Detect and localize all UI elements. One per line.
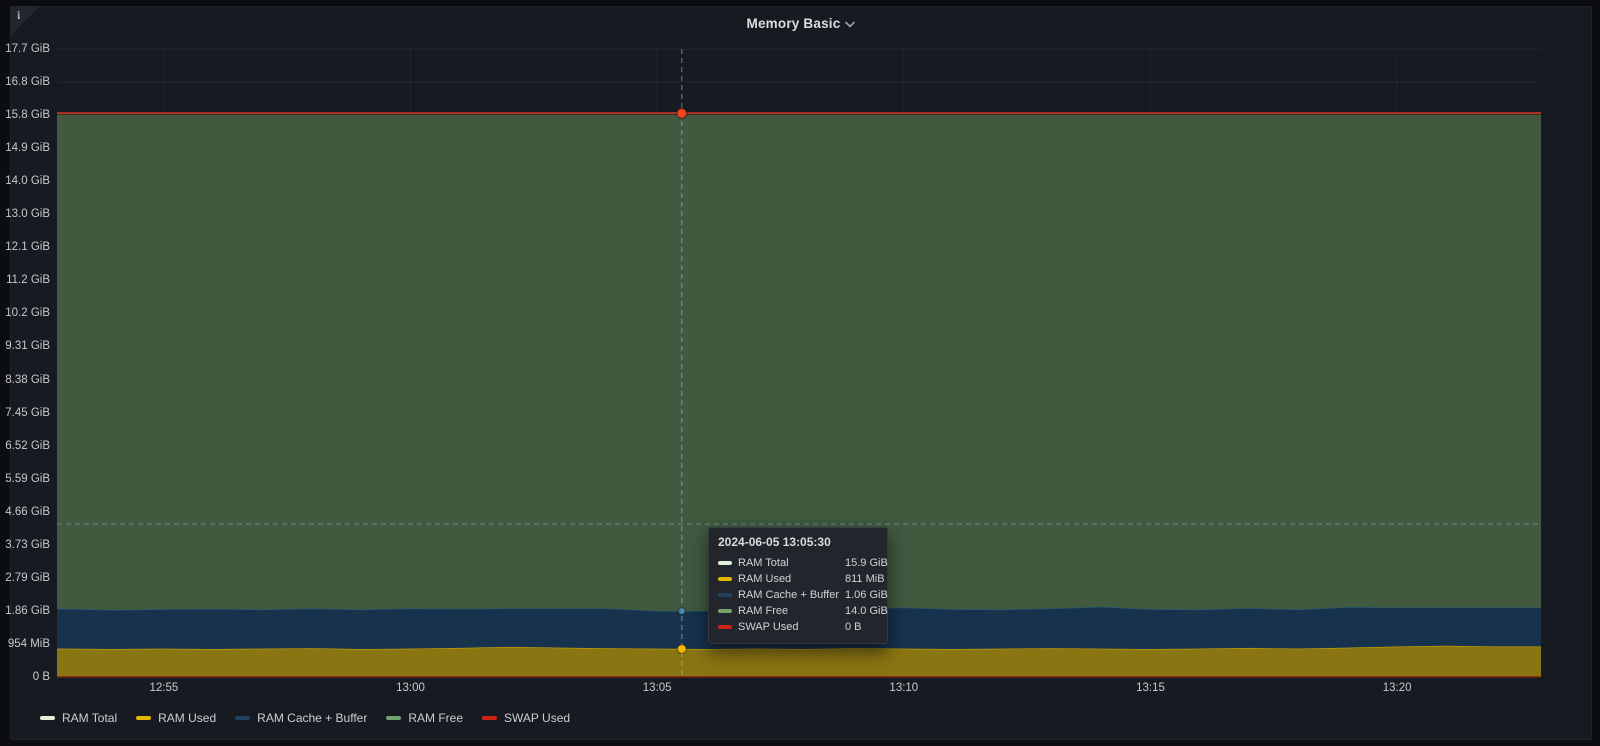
y-tick-label: 4.66 GiB (0, 505, 50, 519)
y-tick-label: 12.1 GiB (0, 240, 50, 254)
x-tick-label: 12:55 (149, 682, 178, 694)
y-tick-label: 16.8 GiB (0, 75, 50, 89)
legend: RAM Total RAM Used RAM Cache + Buffer RAM F… (40, 709, 570, 727)
y-tick-label: 14.0 GiB (0, 174, 50, 188)
tooltip-series-value: 14.0 GiB (845, 605, 888, 617)
y-tick-label: 5.59 GiB (0, 472, 50, 486)
tooltip-series-name: RAM Used (738, 573, 839, 585)
info-icon: i (17, 8, 20, 23)
tooltip-series-value: 1.06 GiB (845, 589, 888, 601)
y-tick-label: 1.86 GiB (0, 604, 50, 618)
tooltip-row: RAM Total15.9 GiB (718, 555, 878, 571)
x-tick-label: 13:15 (1136, 682, 1165, 694)
tooltip-row: RAM Cache + Buffer1.06 GiB (718, 587, 878, 603)
hover-dot-ram-cache-buffer (678, 608, 685, 615)
chevron-down-icon (845, 21, 855, 28)
panel-header[interactable]: Memory Basic (10, 6, 1592, 40)
hover-dot-ram-total (677, 108, 687, 118)
y-tick-label: 3.73 GiB (0, 538, 50, 552)
y-tick-label: 17.7 GiB (0, 42, 50, 56)
hover-dot-ram-used (677, 645, 686, 654)
series-color-swatch (718, 561, 732, 565)
series-area-ram-used (57, 646, 1541, 677)
tooltip-timestamp: 2024-06-05 13:05:30 (718, 535, 878, 549)
legend-item-swap-used[interactable]: SWAP Used (482, 711, 570, 725)
legend-item-label: RAM Free (408, 711, 463, 725)
tooltip-series-name: SWAP Used (738, 621, 839, 633)
tooltip-series-value: 15.9 GiB (845, 557, 888, 569)
legend-color-swatch (40, 716, 55, 720)
y-tick-label: 0 B (0, 670, 50, 684)
tooltip: 2024-06-05 13:05:30 RAM Total15.9 GiBRAM… (708, 527, 888, 644)
y-tick-label: 14.9 GiB (0, 141, 50, 155)
panel-info-corner[interactable]: i (10, 6, 40, 36)
grafana-panel-page: i Memory Basic 0 B 954 MiB 1.86 GiB 2.79 Gi… (0, 0, 1600, 746)
y-tick-label: 6.52 GiB (0, 439, 50, 453)
y-tick-label: 9.31 GiB (0, 339, 50, 353)
y-tick-label: 11.2 GiB (0, 273, 50, 287)
series-color-swatch (718, 593, 732, 597)
y-tick-label: 7.45 GiB (0, 406, 50, 420)
x-tick-label: 13:10 (889, 682, 918, 694)
legend-item-label: RAM Used (158, 711, 216, 725)
y-tick-label: 10.2 GiB (0, 306, 50, 320)
tooltip-series-value: 0 B (845, 621, 878, 633)
tooltip-row: SWAP Used 0 B (718, 619, 878, 635)
tooltip-series-name: RAM Cache + Buffer (738, 589, 839, 601)
tooltip-rows: RAM Total15.9 GiBRAM Used811 MiBRAM Cach… (718, 555, 878, 635)
y-tick-label: 954 MiB (0, 637, 50, 651)
info-corner-triangle (10, 6, 40, 36)
x-tick-label: 13:20 (1383, 682, 1412, 694)
legend-item-ram-cache-buffer[interactable]: RAM Cache + Buffer (235, 711, 367, 725)
y-tick-label: 13.0 GiB (0, 207, 50, 221)
legend-color-swatch (136, 716, 151, 720)
legend-item-ram-used[interactable]: RAM Used (136, 711, 216, 725)
tooltip-series-name: RAM Total (738, 557, 839, 569)
y-tick-label: 8.38 GiB (0, 373, 50, 387)
tooltip-row: RAM Used811 MiB (718, 571, 878, 587)
legend-color-swatch (482, 716, 497, 720)
tooltip-row: RAM Free14.0 GiB (718, 603, 878, 619)
series-color-swatch (718, 577, 732, 581)
legend-color-swatch (386, 716, 401, 720)
legend-item-label: RAM Cache + Buffer (257, 711, 367, 725)
legend-item-label: SWAP Used (504, 711, 570, 725)
y-tick-label: 2.79 GiB (0, 571, 50, 585)
legend-color-swatch (235, 716, 250, 720)
y-tick-label: 15.8 GiB (0, 108, 50, 122)
x-tick-label: 13:00 (396, 682, 425, 694)
series-color-swatch (718, 609, 732, 613)
x-tick-label: 13:05 (643, 682, 672, 694)
tooltip-series-name: RAM Free (738, 605, 839, 617)
tooltip-series-value: 811 MiB (845, 573, 885, 585)
series-color-swatch (718, 625, 732, 629)
legend-item-ram-total[interactable]: RAM Total (40, 711, 117, 725)
legend-item-label: RAM Total (62, 711, 117, 725)
legend-item-ram-free[interactable]: RAM Free (386, 711, 463, 725)
panel-title: Memory Basic (747, 16, 841, 31)
